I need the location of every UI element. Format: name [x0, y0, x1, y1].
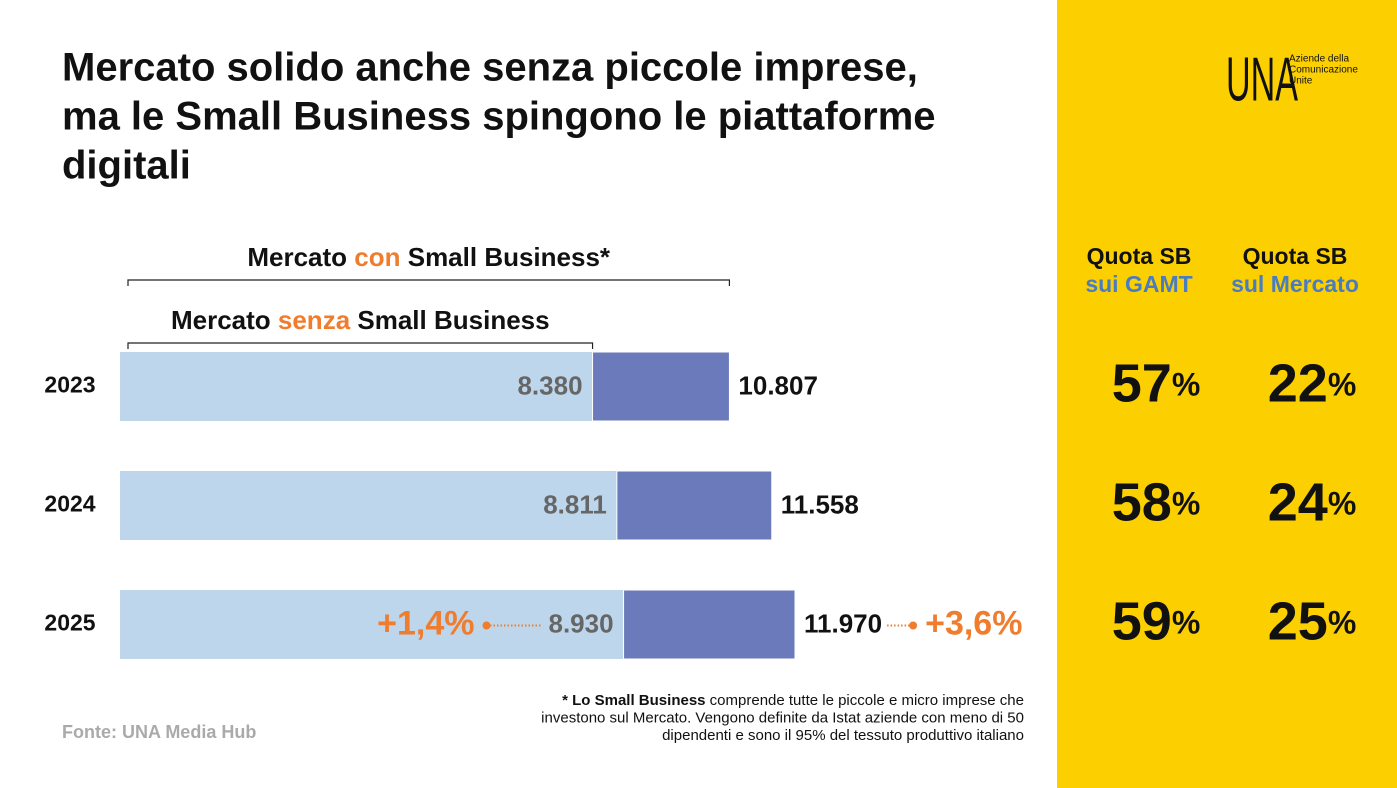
column-header: Quota SB: [1087, 243, 1192, 269]
footnote-text: comprende tutte le piccole e micro impre…: [706, 692, 1024, 709]
source: Fonte: UNA Media Hub: [62, 722, 256, 742]
bracket-label-part: Small Business: [350, 305, 549, 335]
share-value: 22%: [1268, 354, 1357, 414]
bar-segment: [623, 589, 796, 660]
bracket: [127, 279, 731, 286]
annotation: +1,4%: [377, 604, 474, 642]
share-unit: %: [1328, 486, 1356, 522]
bracket: [127, 342, 594, 349]
column-header: sui GAMT: [1085, 271, 1192, 297]
category-label: 2024: [44, 491, 95, 517]
share-unit: %: [1172, 605, 1200, 641]
side-panel: [1057, 0, 1397, 788]
bracket-label-part: Mercato: [247, 242, 354, 272]
share-value: 24%: [1268, 473, 1357, 533]
bar-segment: [120, 471, 617, 540]
footnote: dipendenti e sono il 95% del tessuto pro…: [662, 727, 1024, 744]
share-unit: %: [1328, 367, 1356, 403]
title-line: digitali: [62, 144, 191, 188]
logo-mark: UNA: [1226, 45, 1298, 114]
footnote-bold: * Lo Small Business: [562, 692, 705, 709]
share-number: 58: [1112, 473, 1172, 533]
column-header: Quota SB: [1243, 243, 1348, 269]
value-label: 8.811: [543, 489, 607, 519]
share-value: 59%: [1112, 592, 1201, 652]
column-header: sul Mercato: [1231, 271, 1359, 297]
total-label: 11.558: [781, 489, 859, 519]
bracket-label-part: Mercato: [171, 305, 278, 335]
logo-text: Comunicazione: [1289, 65, 1358, 76]
title-line: ma le Small Business spingono le piattaf…: [62, 95, 936, 139]
share-unit: %: [1172, 367, 1200, 403]
bracket-label-part: Small Business*: [401, 242, 611, 272]
total-label: 10.807: [738, 370, 818, 400]
share-number: 24: [1268, 473, 1328, 533]
logo-text: Aziende della: [1289, 54, 1349, 65]
bracket-label-part: senza: [278, 305, 351, 335]
bar-segment: [592, 351, 730, 422]
bar-segment: [616, 470, 773, 541]
share-number: 59: [1112, 592, 1172, 652]
footnote: investono sul Mercato. Vengono definite …: [541, 709, 1024, 726]
share-number: 22: [1268, 354, 1328, 414]
share-unit: %: [1328, 605, 1356, 641]
logo-text: Unite: [1289, 76, 1313, 87]
total-label: 11.970: [804, 608, 882, 638]
footnote: * Lo Small Business comprende tutte le p…: [562, 692, 1024, 709]
bracket-label-part: con: [354, 242, 400, 272]
value-label: 8.380: [517, 370, 582, 400]
share-value: 58%: [1112, 473, 1201, 533]
bracket-label: Mercato con Small Business*: [247, 242, 611, 272]
category-label: 2025: [44, 610, 95, 636]
bar-segment: [120, 352, 593, 421]
share-number: 57: [1112, 354, 1172, 414]
title-line: Mercato solido anche senza piccole impre…: [62, 46, 918, 90]
annotation: +3,6%: [925, 604, 1022, 642]
share-value: 57%: [1112, 354, 1201, 414]
connector-dot: [909, 621, 918, 630]
value-label: 8.930: [548, 608, 613, 638]
share-unit: %: [1172, 486, 1200, 522]
share-value: 25%: [1268, 592, 1357, 652]
bracket-label: Mercato senza Small Business: [171, 305, 550, 335]
category-label: 2023: [44, 372, 95, 398]
share-number: 25: [1268, 592, 1328, 652]
connector-dot: [482, 621, 491, 630]
